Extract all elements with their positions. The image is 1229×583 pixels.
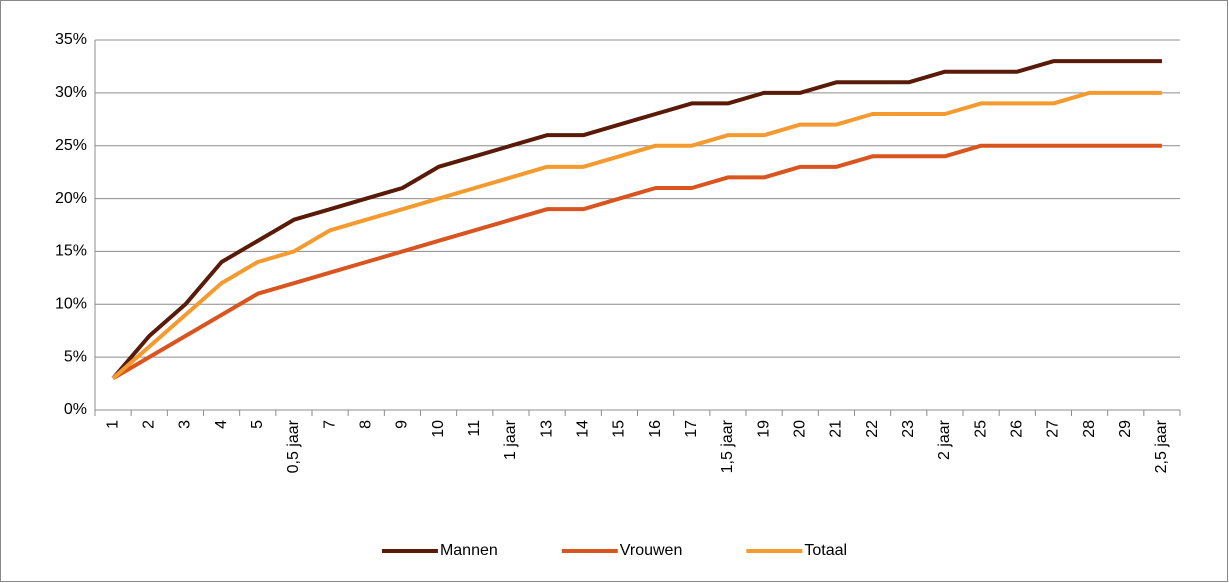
y-tick-label: 30% [55,84,87,101]
x-tick-label: 8 [357,420,374,429]
x-tick-label: 1 [104,420,121,429]
y-tick-label: 5% [64,348,87,365]
x-tick-label: 7 [321,420,338,429]
x-tick-label: 9 [394,420,411,429]
y-tick-label: 10% [55,296,87,313]
x-tick-label: 1 jaar [502,419,519,460]
x-tick-label: 20 [791,420,808,438]
x-tick-label: 29 [1117,420,1134,438]
x-tick-label: 27 [1045,420,1062,438]
x-tick-label: 13 [538,420,555,438]
x-tick-label: 14 [574,420,591,438]
x-tick-label: 1,5 jaar [719,419,736,473]
x-tick-label: 3 [177,420,194,429]
legend-label: Totaal [804,542,847,559]
y-tick-label: 15% [55,243,87,260]
x-tick-label: 2 [140,420,157,429]
x-tick-label: 2,5 jaar [1153,419,1170,473]
x-tick-label: 22 [864,420,881,438]
x-tick-label: 19 [755,420,772,438]
x-tick-label: 16 [647,420,664,438]
x-tick-label: 2 jaar [936,419,953,460]
x-tick-label: 21 [828,420,845,438]
y-tick-label: 20% [55,190,87,207]
x-tick-label: 28 [1081,420,1098,438]
legend-label: Mannen [440,542,498,559]
x-tick-label: 0,5 jaar [285,419,302,473]
line-series [111,59,1162,380]
x-tick-label: 5 [249,420,266,429]
y-tick-label: 35% [55,31,87,48]
x-tick-label: 15 [611,420,628,438]
x-tick-label: 25 [972,420,989,438]
legend-label: Vrouwen [620,542,683,559]
x-tick-label: 17 [683,420,700,438]
line-series [111,90,1162,380]
x-tick-label: 10 [430,420,447,438]
x-tick-label: 23 [900,420,917,438]
x-tick-label: 11 [466,420,483,437]
line-series [112,143,1162,381]
y-tick-label: 0% [64,401,87,418]
x-tick-label: 4 [213,420,230,429]
x-tick-label: 26 [1008,420,1025,438]
legend: Mannen Vrouwen Totaal [381,542,847,559]
y-tick-label: 25% [55,137,87,154]
